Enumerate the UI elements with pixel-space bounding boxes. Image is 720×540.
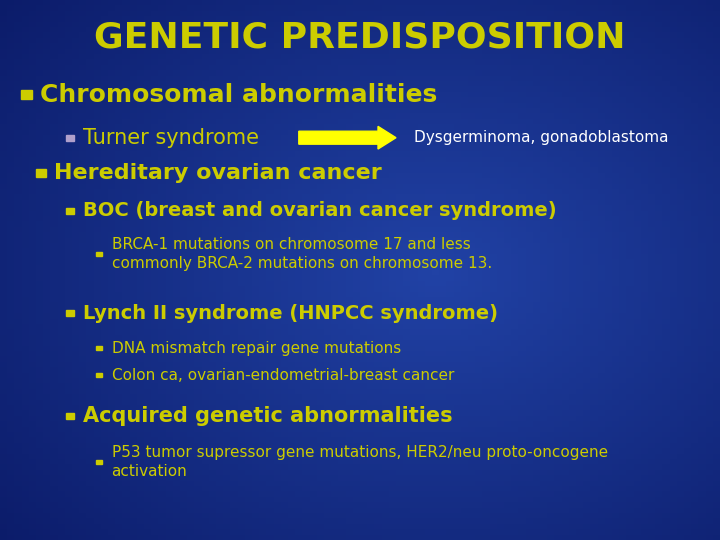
Bar bbox=[96, 460, 102, 464]
Text: Colon ca, ovarian-endometrial-breast cancer: Colon ca, ovarian-endometrial-breast can… bbox=[112, 368, 454, 383]
Bar bbox=[21, 90, 32, 99]
Bar bbox=[66, 207, 73, 213]
Text: Chromosomal abnormalities: Chromosomal abnormalities bbox=[40, 83, 437, 106]
Bar bbox=[66, 413, 73, 419]
Bar bbox=[96, 346, 102, 350]
FancyArrow shape bbox=[299, 126, 396, 149]
Text: P53 tumor supressor gene mutations, HER2/neu proto-oncogene
activation: P53 tumor supressor gene mutations, HER2… bbox=[112, 445, 608, 478]
Bar bbox=[96, 252, 102, 256]
Text: Hereditary ovarian cancer: Hereditary ovarian cancer bbox=[54, 163, 382, 183]
Bar bbox=[66, 310, 73, 316]
Text: BRCA-1 mutations on chromosome 17 and less
commonly BRCA-2 mutations on chromoso: BRCA-1 mutations on chromosome 17 and le… bbox=[112, 237, 492, 271]
Text: GENETIC PREDISPOSITION: GENETIC PREDISPOSITION bbox=[94, 21, 626, 55]
Text: Dysgerminoma, gonadoblastoma: Dysgerminoma, gonadoblastoma bbox=[414, 130, 668, 145]
Text: Acquired genetic abnormalities: Acquired genetic abnormalities bbox=[83, 406, 452, 426]
Text: BOC (breast and ovarian cancer syndrome): BOC (breast and ovarian cancer syndrome) bbox=[83, 201, 557, 220]
Bar bbox=[36, 169, 46, 177]
Text: Turner syndrome: Turner syndrome bbox=[83, 127, 258, 148]
Text: DNA mismatch repair gene mutations: DNA mismatch repair gene mutations bbox=[112, 341, 401, 356]
Text: Lynch II syndrome (HNPCC syndrome): Lynch II syndrome (HNPCC syndrome) bbox=[83, 303, 498, 323]
Bar bbox=[66, 134, 73, 140]
Bar bbox=[96, 373, 102, 377]
